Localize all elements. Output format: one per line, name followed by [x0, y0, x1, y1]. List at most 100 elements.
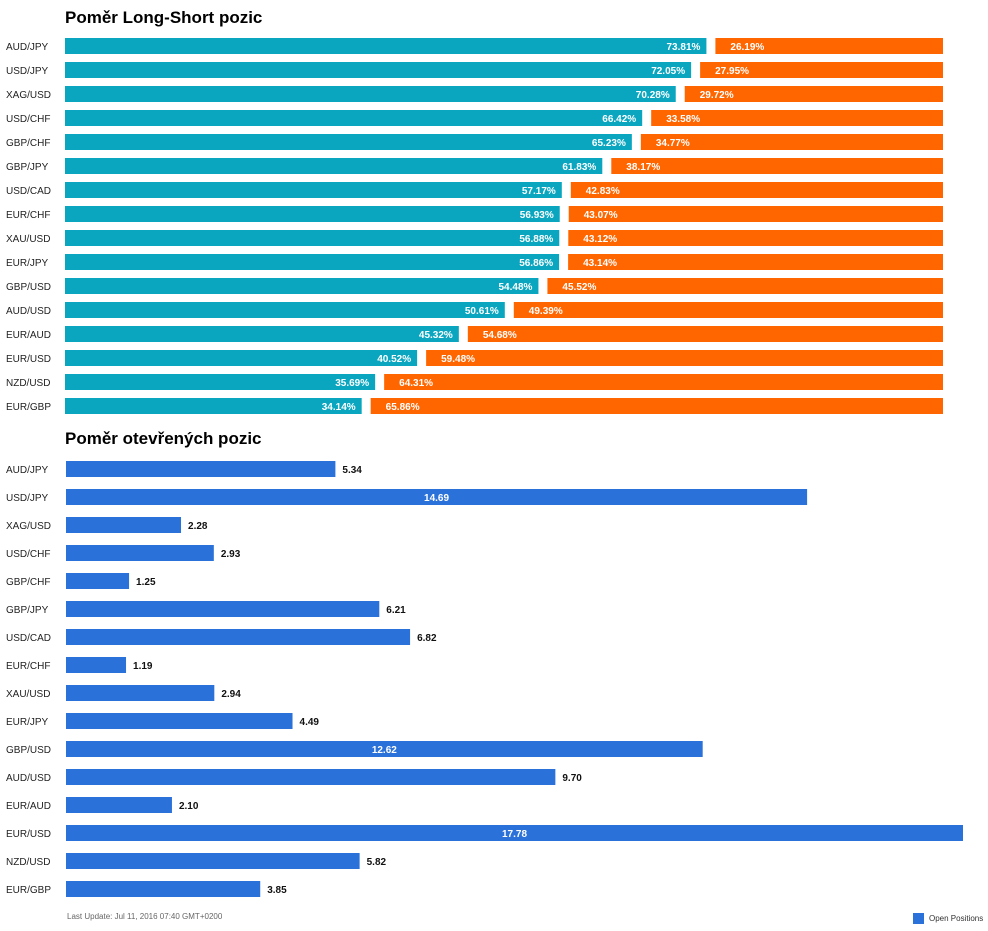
short-bar	[384, 374, 943, 390]
category-label: GBP/CHF	[6, 138, 50, 149]
value-label: 2.10	[179, 801, 199, 812]
long-value-label: 66.42%	[602, 114, 636, 125]
category-label: AUD/USD	[6, 773, 51, 784]
long-bar	[65, 230, 560, 246]
value-label: 6.21	[386, 605, 406, 616]
category-label: NZD/USD	[6, 857, 50, 868]
long-value-label: 70.28%	[636, 90, 670, 101]
category-label: EUR/CHF	[6, 210, 50, 221]
short-bar	[715, 38, 943, 54]
long-short-chart-title: Poměr Long-Short pozic	[65, 8, 263, 27]
open-positions-bar	[66, 685, 215, 701]
category-label: AUD/USD	[6, 306, 51, 317]
short-bar	[370, 398, 943, 414]
value-label: 5.34	[342, 465, 362, 476]
value-label: 9.70	[562, 773, 582, 784]
legend-label: Open Positions	[929, 914, 984, 923]
value-label: 2.94	[221, 689, 241, 700]
long-value-label: 56.93%	[520, 210, 554, 221]
legend-swatch	[913, 913, 924, 924]
open-positions-bar	[66, 713, 293, 729]
long-value-label: 57.17%	[522, 186, 556, 197]
short-value-label: 29.72%	[700, 90, 734, 101]
short-value-label: 33.58%	[666, 114, 700, 125]
category-label: GBP/USD	[6, 282, 51, 293]
open-positions-bar	[66, 853, 360, 869]
value-label: 1.25	[136, 577, 156, 588]
short-value-label: 65.86%	[386, 402, 420, 413]
category-label: AUD/JPY	[6, 465, 49, 476]
value-label: 17.78	[502, 829, 527, 840]
short-value-label: 34.77%	[656, 138, 690, 149]
long-value-label: 50.61%	[465, 306, 499, 317]
value-label: 12.62	[372, 745, 397, 756]
short-bar	[684, 86, 943, 102]
category-label: USD/JPY	[6, 493, 49, 504]
long-bar	[65, 326, 459, 342]
category-label: EUR/JPY	[6, 258, 49, 269]
open-positions-chart-title: Poměr otevřených pozic	[65, 429, 262, 448]
last-update-text: Last Update: Jul 11, 2016 07:40 GMT+0200	[67, 912, 223, 921]
short-value-label: 43.12%	[583, 234, 617, 245]
short-bar	[467, 326, 943, 342]
category-label: USD/CHF	[6, 549, 50, 560]
value-label: 2.93	[221, 549, 241, 560]
category-label: AUD/JPY	[6, 42, 49, 53]
short-bar	[568, 230, 943, 246]
short-bar	[513, 302, 943, 318]
short-bar	[651, 110, 943, 126]
short-value-label: 42.83%	[586, 186, 620, 197]
open-positions-bar	[66, 881, 261, 897]
long-bar	[65, 86, 676, 102]
category-label: EUR/USD	[6, 829, 51, 840]
long-bar	[65, 38, 707, 54]
long-bar	[65, 62, 692, 78]
short-value-label: 43.14%	[583, 258, 617, 269]
short-value-label: 59.48%	[441, 354, 475, 365]
long-bar	[65, 206, 560, 222]
long-value-label: 72.05%	[651, 66, 685, 77]
long-value-label: 61.83%	[562, 162, 596, 173]
value-label: 1.19	[133, 661, 153, 672]
open-positions-bar	[66, 657, 127, 673]
category-label: GBP/JPY	[6, 162, 49, 173]
long-value-label: 40.52%	[377, 354, 411, 365]
long-value-label: 45.32%	[419, 330, 453, 341]
open-positions-bar	[66, 489, 808, 505]
short-value-label: 54.68%	[483, 330, 517, 341]
short-bar	[700, 62, 943, 78]
open-positions-bar	[66, 741, 703, 757]
short-value-label: 26.19%	[730, 42, 764, 53]
category-label: XAU/USD	[6, 689, 50, 700]
value-label: 4.49	[300, 717, 320, 728]
category-label: EUR/GBP	[6, 885, 51, 896]
category-label: GBP/CHF	[6, 577, 50, 588]
short-bar	[426, 350, 944, 366]
short-value-label: 38.17%	[626, 162, 660, 173]
short-value-label: 43.07%	[584, 210, 618, 221]
category-label: EUR/GBP	[6, 402, 51, 413]
open-positions-bar	[66, 545, 214, 561]
long-value-label: 34.14%	[322, 402, 356, 413]
long-value-label: 56.86%	[519, 258, 553, 269]
category-label: USD/CHF	[6, 114, 50, 125]
open-positions-bar	[66, 769, 556, 785]
value-label: 6.82	[417, 633, 437, 644]
category-label: XAG/USD	[6, 90, 51, 101]
legend: Open Positions	[913, 913, 983, 924]
category-label: EUR/CHF	[6, 661, 50, 672]
long-bar	[65, 278, 539, 294]
category-label: GBP/USD	[6, 745, 51, 756]
short-bar	[568, 254, 943, 270]
category-label: USD/JPY	[6, 66, 49, 77]
long-value-label: 56.88%	[519, 234, 553, 245]
category-label: USD/CAD	[6, 633, 51, 644]
long-bar	[65, 398, 362, 414]
category-label: EUR/AUD	[6, 330, 51, 341]
open-positions-bar	[66, 825, 963, 841]
category-label: EUR/USD	[6, 354, 51, 365]
open-positions-bar	[66, 629, 411, 645]
short-value-label: 45.52%	[562, 282, 596, 293]
long-bar	[65, 350, 418, 366]
